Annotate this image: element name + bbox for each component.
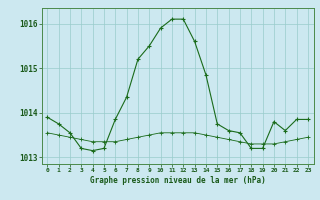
X-axis label: Graphe pression niveau de la mer (hPa): Graphe pression niveau de la mer (hPa) <box>90 176 266 185</box>
